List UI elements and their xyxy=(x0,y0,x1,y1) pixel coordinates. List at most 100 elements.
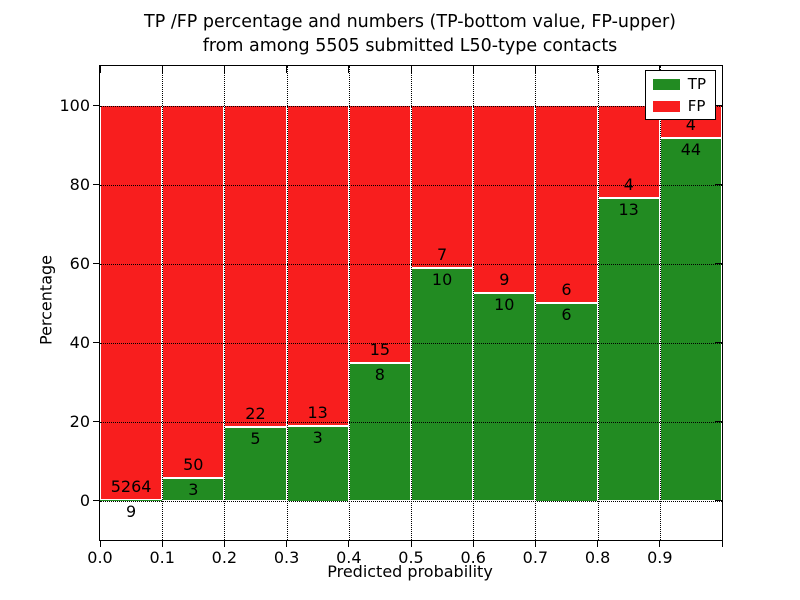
y-tick xyxy=(93,105,100,106)
bar-segment-tp xyxy=(100,499,163,501)
bar-label-fp: 13 xyxy=(307,403,328,423)
x-tick xyxy=(223,540,225,547)
ticks-layer: 0.0 0.1 0.2 0.3 0.4 0.5 0.6 0.7 0.8 0.9 0 20 40 60 80 1… xyxy=(59,66,723,567)
x-tick-top xyxy=(286,66,288,73)
y-tick-right xyxy=(715,184,722,185)
x-tick xyxy=(597,540,599,547)
x-tick xyxy=(534,540,536,547)
x-tick-top xyxy=(721,66,723,73)
x-tick xyxy=(659,540,661,547)
x-tick-label: 0.5 xyxy=(398,548,424,567)
x-tick-label: 0.7 xyxy=(522,548,549,567)
bar-segment-tp xyxy=(597,198,660,501)
x-tick-top xyxy=(659,66,661,73)
bar-label-tp: 10 xyxy=(431,270,453,290)
bar-label-fp: 4 xyxy=(685,115,696,135)
x-tick xyxy=(99,540,101,547)
bar-label-fp: 4 xyxy=(623,175,634,195)
x-tick-label: 0.8 xyxy=(584,548,611,567)
gridline-vertical xyxy=(286,66,288,540)
y-tick-label: 80 xyxy=(69,174,90,194)
gridline-horizontal xyxy=(100,184,722,186)
gridline-vertical xyxy=(224,66,226,540)
gridline-vertical xyxy=(597,66,599,540)
y-tick-right xyxy=(715,421,722,422)
bar-label-tp: 9 xyxy=(126,501,137,521)
bar-labels-layer: 5264 9 50 3 22 5 13 3 15 8 7 10 9 10 6 6 4 13 4 44 xyxy=(100,66,722,540)
x-tick-label: 0.6 xyxy=(460,548,486,567)
bar-label-tp: 3 xyxy=(188,480,199,500)
bar-segment-fp xyxy=(473,105,536,293)
x-tick xyxy=(348,540,350,547)
y-tick-label: 40 xyxy=(69,332,90,352)
bar-label-tp: 8 xyxy=(374,365,385,385)
bar-label-fp: 15 xyxy=(369,340,391,360)
bar-label-fp: 7 xyxy=(437,245,448,265)
y-tick xyxy=(93,263,100,264)
gridline-vertical xyxy=(162,66,164,540)
y-tick-label: 20 xyxy=(69,411,90,431)
x-tick-label: 0.3 xyxy=(273,548,300,567)
gridline-horizontal xyxy=(100,342,722,344)
gridline-horizontal xyxy=(100,500,722,502)
x-tick-top xyxy=(597,66,599,73)
gridline-vertical xyxy=(535,66,537,540)
x-tick-top xyxy=(472,66,474,73)
gridline-vertical xyxy=(659,66,661,540)
x-tick-top xyxy=(534,66,536,73)
bar-segment-fp xyxy=(224,105,287,428)
bar-label-tp: 44 xyxy=(680,140,702,160)
bar-segment-fp xyxy=(286,105,349,427)
legend: TP FP xyxy=(644,70,716,120)
x-tick-label: 0.0 xyxy=(87,548,113,567)
x-tick-top xyxy=(348,66,350,73)
plot-area: 5264 9 50 3 22 5 13 3 15 8 7 10 9 10 6 6 4 13 4 44 0.0 0.1 0.… xyxy=(59,65,723,567)
bar-segment-fp xyxy=(411,105,474,269)
gridline-vertical xyxy=(411,66,412,540)
x-tick-label: 0.1 xyxy=(149,548,175,567)
x-tick-top xyxy=(223,66,225,73)
bar-segment-fp xyxy=(535,105,598,303)
bar-segment-tp xyxy=(224,427,287,501)
bar-label-fp: 22 xyxy=(245,404,266,424)
chart-title-line2: from among 5505 submitted L50-type conta… xyxy=(202,36,618,56)
x-tick-label: 0.2 xyxy=(211,548,238,567)
bar-segment-tp xyxy=(348,363,411,501)
y-tick-right xyxy=(715,342,722,343)
bar-segment-fp xyxy=(597,105,660,199)
y-tick xyxy=(93,184,100,185)
y-tick xyxy=(93,421,100,422)
bar-label-fp: 5264 xyxy=(110,476,152,496)
x-tick xyxy=(286,540,288,547)
x-tick xyxy=(721,540,723,547)
legend-label-tp: TP xyxy=(687,75,706,93)
legend-label-fp: FP xyxy=(687,97,706,115)
x-axis-label: Predicted probability xyxy=(327,562,493,581)
bar-label-tp: 13 xyxy=(618,200,639,220)
chart-title: TP /FP percentage and numbers (TP-bottom… xyxy=(99,10,721,58)
bar-label-tp: 5 xyxy=(250,429,261,449)
bar-label-fp: 50 xyxy=(183,455,204,475)
x-tick-top xyxy=(161,66,163,73)
gridline-horizontal xyxy=(100,421,722,423)
bar-label-fp: 9 xyxy=(499,269,510,289)
x-tick-top xyxy=(99,66,101,73)
bar-label-tp: 10 xyxy=(494,294,515,314)
x-tick-label: 0.4 xyxy=(336,548,362,567)
y-tick-right xyxy=(715,105,722,106)
y-tick-right xyxy=(715,500,722,501)
gridlines-layer xyxy=(100,66,722,540)
legend-swatch-tp-icon xyxy=(652,78,680,90)
y-tick-label: 60 xyxy=(69,253,90,273)
x-tick xyxy=(410,540,412,547)
gridline-horizontal xyxy=(100,263,722,265)
bar-label-fp: 6 xyxy=(561,280,572,299)
chart-title-line1: TP /FP percentage and numbers (TP-bottom… xyxy=(144,12,676,32)
x-tick xyxy=(472,540,474,547)
y-tick-label: 100 xyxy=(59,95,90,115)
bar-segment-tp xyxy=(659,138,722,501)
x-tick xyxy=(161,540,163,547)
gridline-vertical xyxy=(348,66,350,540)
bar-segment-tp xyxy=(535,303,598,501)
